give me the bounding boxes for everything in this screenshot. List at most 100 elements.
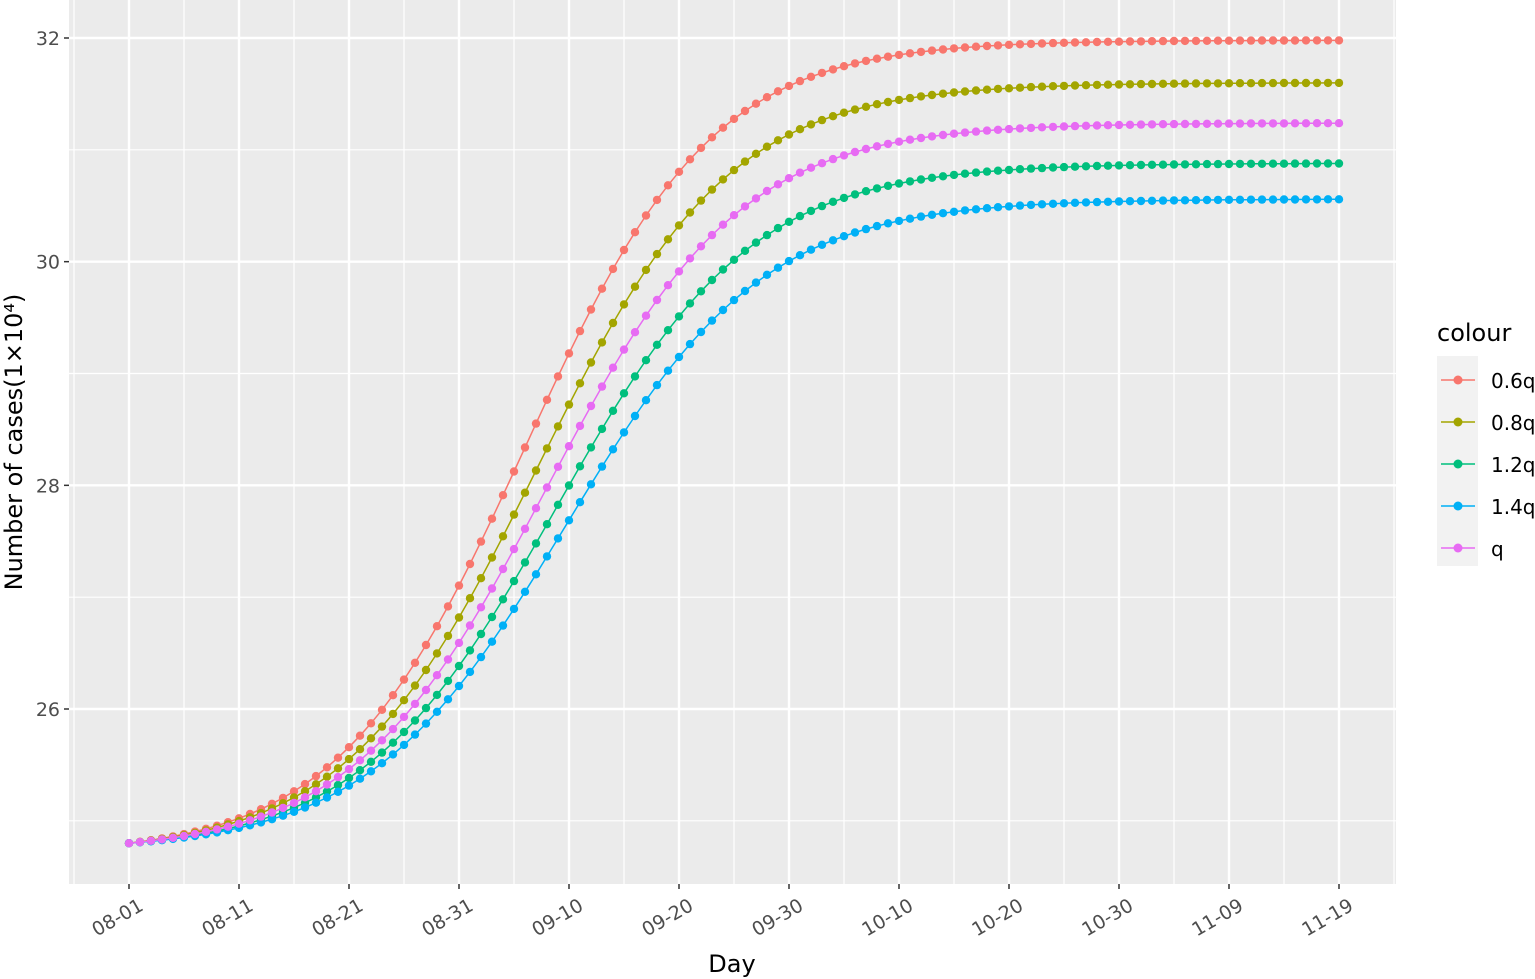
data-point-q xyxy=(718,220,728,229)
x-tick-label: 10-20 xyxy=(968,894,1027,941)
data-point-0.8q xyxy=(487,553,497,562)
data-point-0.8q xyxy=(1257,78,1267,88)
data-point-0.6q xyxy=(960,43,970,52)
data-point-1.2q xyxy=(1059,162,1069,172)
data-point-1.2q xyxy=(729,255,739,264)
data-point-1.4q xyxy=(1081,198,1091,207)
data-point-0.6q xyxy=(1202,36,1212,45)
legend-label: q xyxy=(1491,537,1504,561)
data-point-0.6q xyxy=(520,443,530,452)
data-point-q xyxy=(740,202,750,211)
data-point-q xyxy=(575,421,585,431)
data-point-1.2q xyxy=(1246,159,1256,168)
data-point-q xyxy=(179,831,189,841)
data-point-1.2q xyxy=(1180,160,1190,169)
data-point-1.2q xyxy=(1202,159,1212,169)
data-point-0.8q xyxy=(531,466,541,475)
data-point-q xyxy=(1257,119,1267,128)
data-point-1.2q xyxy=(751,238,761,247)
data-point-1.4q xyxy=(1158,196,1168,205)
data-point-q xyxy=(1037,123,1047,132)
data-point-0.8q xyxy=(465,594,475,603)
data-point-1.2q xyxy=(432,690,442,700)
data-point-q xyxy=(146,836,156,845)
data-point-0.6q xyxy=(465,559,475,569)
series-0.6q xyxy=(124,36,1344,848)
data-point-1.2q xyxy=(817,201,827,211)
data-point-1.2q xyxy=(960,169,970,178)
data-point-q xyxy=(916,133,926,143)
data-point-1.4q xyxy=(1059,199,1069,208)
data-point-0.6q xyxy=(718,123,728,132)
data-point-1.2q xyxy=(707,275,717,285)
data-point-q xyxy=(245,816,255,825)
data-point-q xyxy=(1147,120,1157,129)
data-point-0.6q xyxy=(652,195,662,205)
data-point-1.4q xyxy=(663,366,673,375)
data-point-0.8q xyxy=(1125,80,1135,89)
data-point-1.4q xyxy=(465,667,475,677)
data-point-q xyxy=(1268,119,1278,128)
data-point-0.6q xyxy=(476,537,486,546)
data-point-0.6q xyxy=(1081,38,1091,47)
data-point-1.2q xyxy=(1191,160,1201,169)
data-point-1.2q xyxy=(861,187,871,196)
x-tick-label: 10-10 xyxy=(858,894,917,941)
data-point-0.6q xyxy=(619,245,629,255)
data-point-1.4q xyxy=(806,245,816,254)
data-point-1.2q xyxy=(806,206,816,216)
data-point-0.8q xyxy=(762,142,772,151)
data-point-1.2q xyxy=(509,576,519,586)
legend-label: 1.4q xyxy=(1491,495,1535,519)
data-point-1.2q xyxy=(333,780,343,790)
data-point-0.8q xyxy=(509,510,519,519)
data-point-1.2q xyxy=(630,372,640,381)
data-point-0.8q xyxy=(916,92,926,101)
data-point-0.6q xyxy=(740,106,750,116)
data-point-q xyxy=(1191,119,1201,129)
data-point-1.4q xyxy=(1136,196,1146,206)
data-point-0.6q xyxy=(1026,39,1036,49)
data-point-1.4q xyxy=(905,214,915,223)
data-point-0.8q xyxy=(443,631,453,641)
data-point-q xyxy=(828,154,838,164)
y-tick-label: 32 xyxy=(36,28,60,50)
data-point-q xyxy=(872,142,882,151)
legend-key-point xyxy=(1453,543,1463,553)
data-point-1.2q xyxy=(1037,163,1047,173)
data-point-q xyxy=(289,798,299,808)
data-point-0.8q xyxy=(938,89,948,98)
data-point-0.8q xyxy=(1136,79,1146,89)
data-point-q xyxy=(168,833,178,842)
data-point-0.8q xyxy=(300,787,310,796)
data-point-q xyxy=(1246,119,1256,128)
data-point-0.6q xyxy=(1257,36,1267,45)
data-point-1.4q xyxy=(795,251,805,260)
data-point-0.6q xyxy=(949,44,959,53)
data-point-0.8q xyxy=(1004,84,1014,93)
data-point-0.8q xyxy=(1169,79,1179,88)
data-point-0.8q xyxy=(1026,82,1036,92)
data-point-0.8q xyxy=(564,400,574,409)
data-point-1.4q xyxy=(575,498,585,507)
x-tick-label: 09-20 xyxy=(638,894,697,941)
data-point-0.6q xyxy=(784,81,794,91)
data-point-0.6q xyxy=(982,41,992,51)
data-point-0.8q xyxy=(619,300,629,309)
data-point-0.6q xyxy=(542,395,552,404)
data-point-1.2q xyxy=(883,181,893,190)
data-point-q xyxy=(597,382,607,391)
data-point-q xyxy=(707,230,717,240)
data-point-1.2q xyxy=(421,703,431,713)
data-point-q xyxy=(641,311,651,320)
data-point-0.8q xyxy=(1301,78,1311,88)
data-point-0.8q xyxy=(432,649,442,658)
data-point-q xyxy=(1103,121,1113,130)
data-point-q xyxy=(267,808,277,817)
data-point-0.6q xyxy=(1048,38,1058,48)
data-point-q xyxy=(696,242,706,251)
data-point-1.4q xyxy=(542,552,552,561)
data-point-0.8q xyxy=(773,136,783,145)
data-point-0.6q xyxy=(597,284,607,293)
data-point-0.6q xyxy=(905,49,915,58)
